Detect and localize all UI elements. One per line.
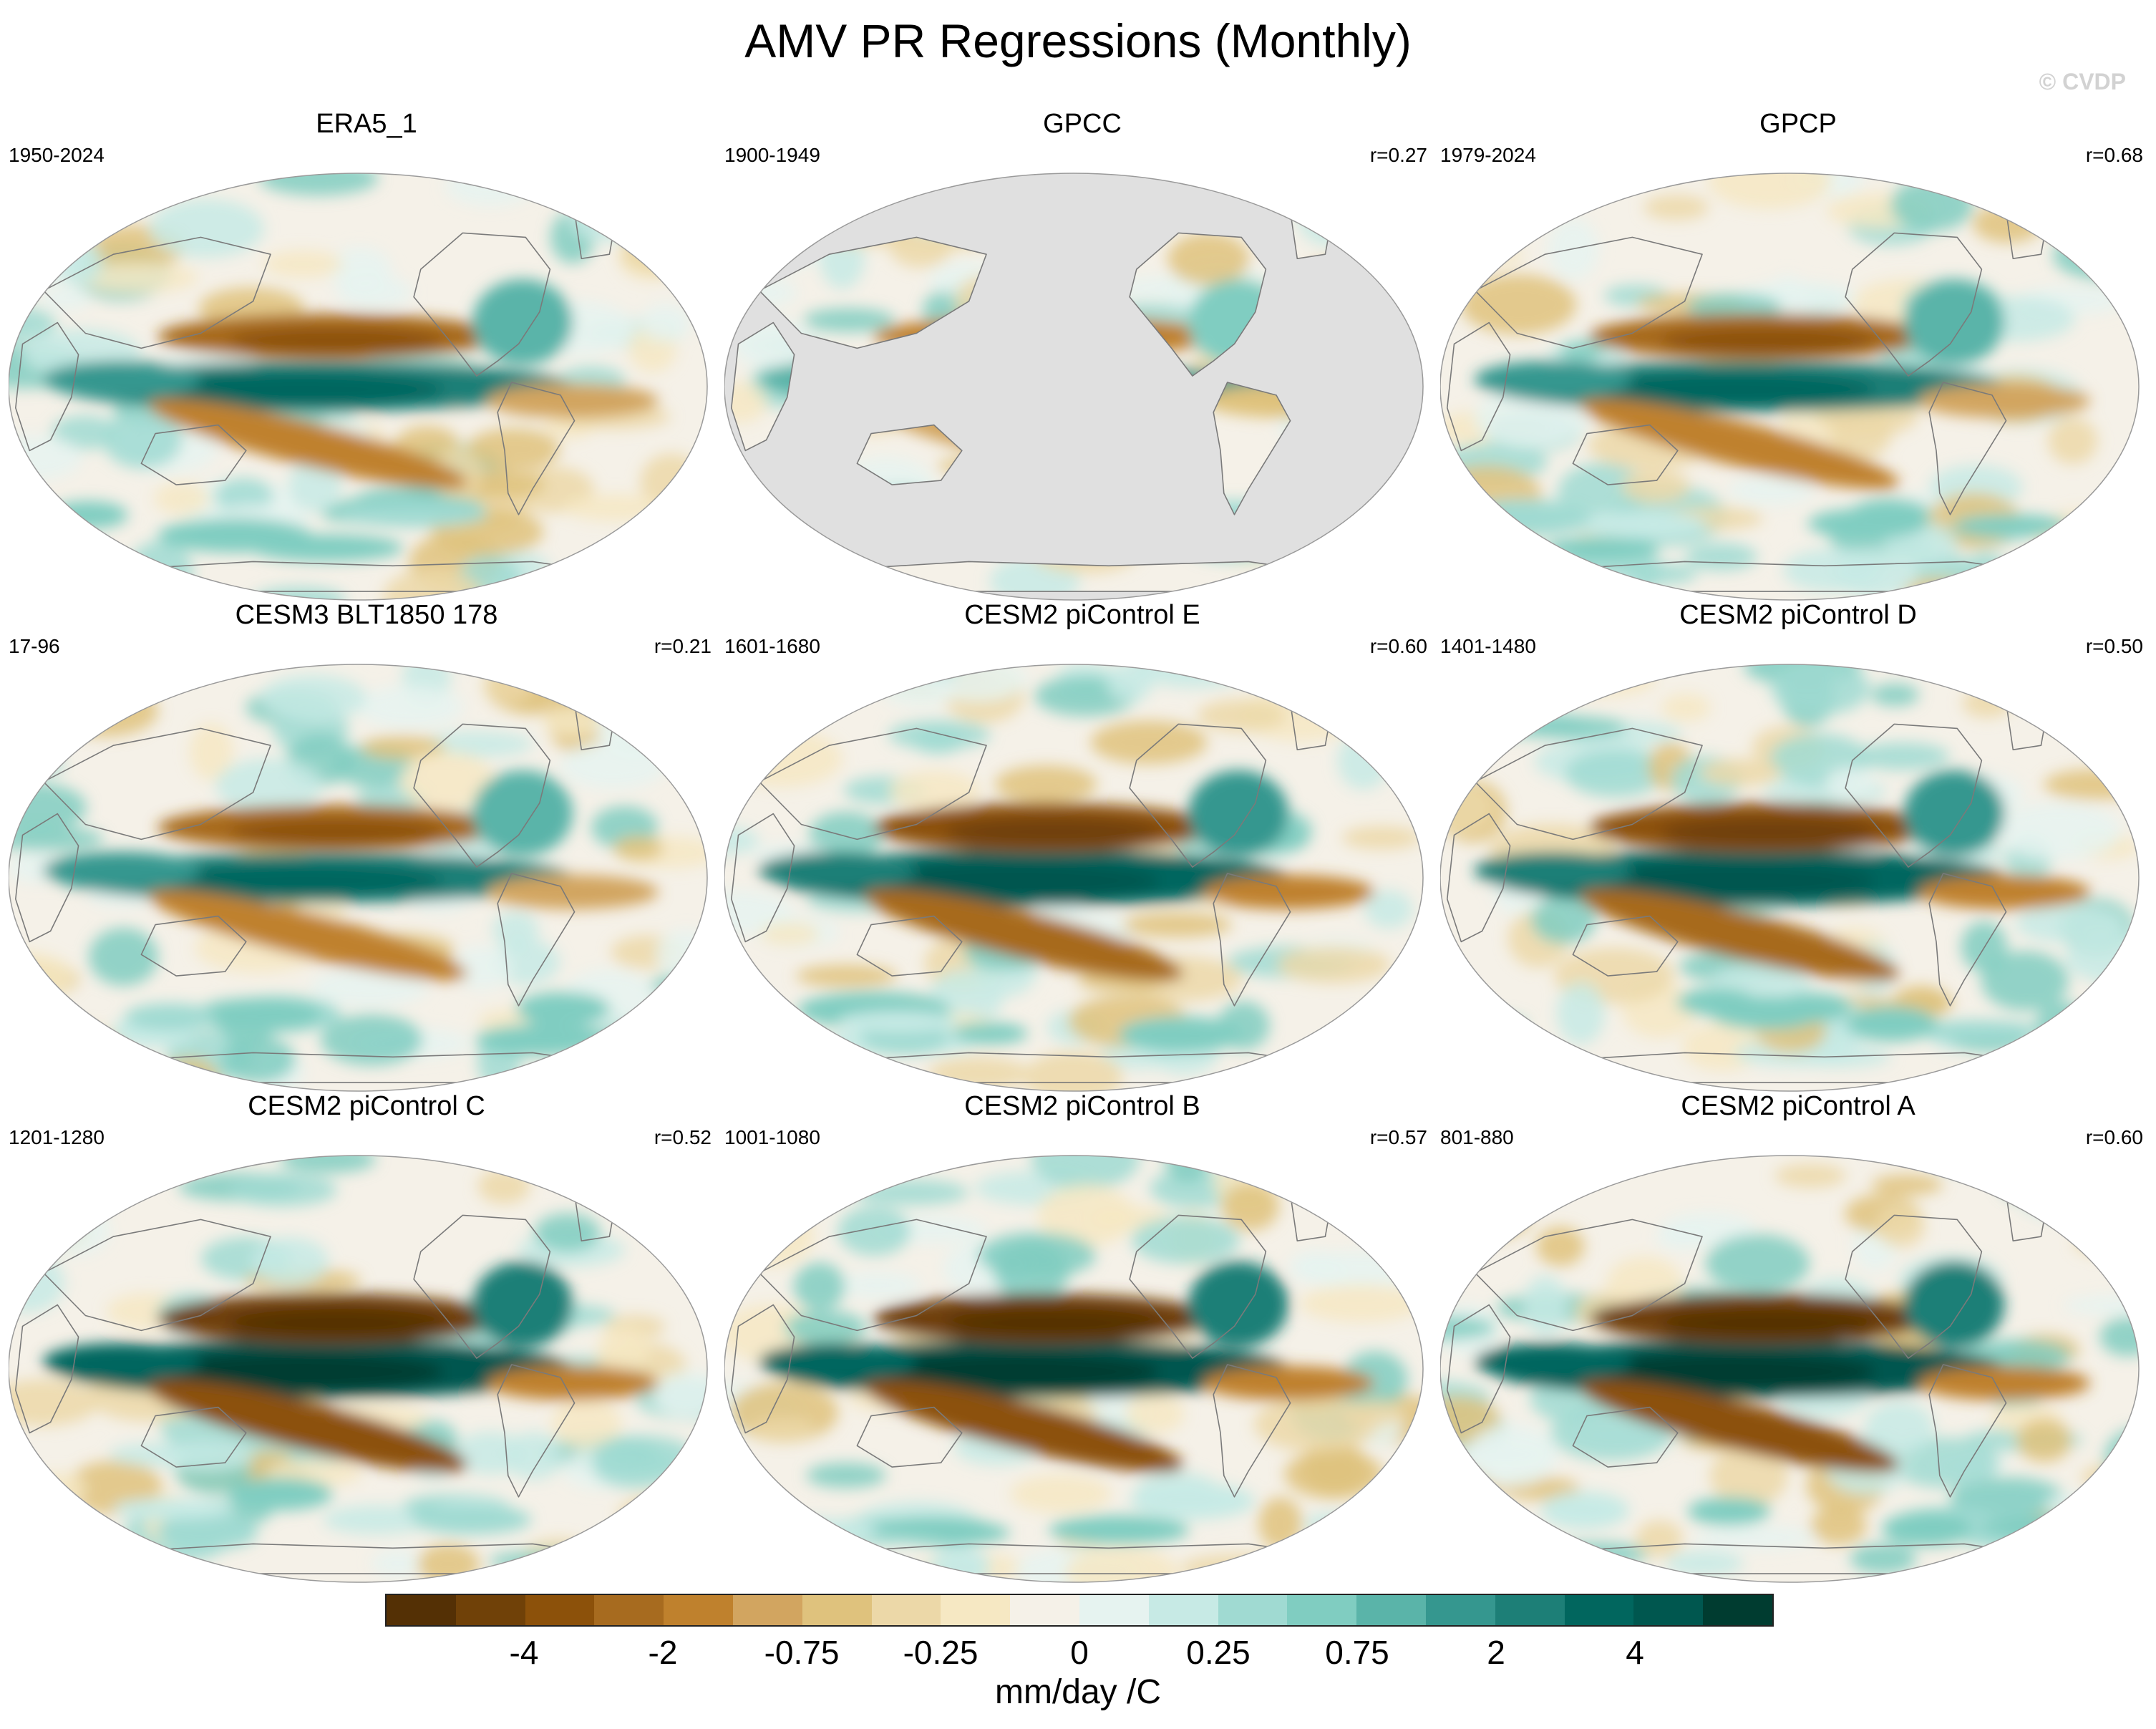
map-border [724,1155,1424,1583]
panel-correlation: r=0.50 [2085,635,2143,657]
map-field [724,1156,1423,1582]
panel-period: 1979-2024 [1440,144,1536,166]
map-panel: CESM2 piControl E 1601-1680 r=0.60 [724,599,1440,1092]
colorbar-tick-label: -2 [648,1634,678,1671]
map-panel: CESM3 BLT1850 178 17-96 r=0.21 [9,599,724,1092]
panel-period: 1201-1280 [9,1126,105,1148]
panel-period: 1900-1949 [724,144,820,166]
colorbar-swatch [1425,1595,1495,1625]
map-border [9,1155,708,1583]
map-border [9,664,708,1092]
panel-title: CESM2 piControl B [964,1091,1200,1121]
map-border [724,173,1424,601]
panel-title: CESM3 BLT1850 178 [235,600,498,630]
panel-correlation: r=0.68 [2085,144,2143,166]
colorbar-tick-label: -0.75 [764,1634,840,1671]
map-border [1440,1155,2140,1583]
colorbar-tick-label: 0 [1070,1634,1089,1671]
colorbar-tick-label: -4 [509,1634,539,1671]
map-border [1440,173,2140,601]
colorbar-swatch [1079,1595,1149,1625]
colorbar-swatch [802,1595,872,1625]
colorbar-swatch [1287,1595,1357,1625]
robinson-map [9,173,708,601]
map-panel: ERA5_1 1950-2024 [9,107,724,601]
panel-correlation: r=0.52 [654,1126,712,1148]
colorbar-swatch [941,1595,1011,1625]
panel-period: 801-880 [1440,1126,1514,1148]
map-field [1440,664,2139,1091]
colorbar-swatch [1356,1595,1426,1625]
colorbar-swatch [871,1595,941,1625]
panel-period: 17-96 [9,635,60,657]
robinson-map [1440,173,2140,601]
colorbar-tick-label: 4 [1626,1634,1644,1671]
colorbar-swatch [387,1595,456,1625]
colorbar-label: mm/day /C [994,1673,1162,1711]
map-field [1440,1156,2139,1582]
robinson-map [1440,1155,2140,1583]
panel-correlation: r=0.60 [2085,1126,2143,1148]
colorbar-swatch [525,1595,595,1625]
colorbar-swatch [732,1595,802,1625]
panel-title: ERA5_1 [316,109,417,139]
colorbar [385,1594,1774,1627]
robinson-map [1440,664,2140,1092]
colorbar-swatch [1703,1595,1772,1625]
robinson-map [724,173,1424,601]
colorbar-swatch [455,1595,525,1625]
map-field [1440,173,2139,600]
map-border [9,173,708,601]
panel-period: 1950-2024 [9,144,105,166]
panel-period: 1601-1680 [724,635,820,657]
coastlines [1447,210,2052,592]
panel-title: GPCP [1759,109,1837,139]
robinson-map [724,1155,1424,1583]
panel-correlation: r=0.60 [1369,635,1427,657]
colorbar-tick-label: -0.25 [903,1634,979,1671]
cvdp-watermark: © CVDP [2039,69,2126,95]
panel-correlation: r=0.57 [1369,1126,1427,1148]
colorbar-swatch [664,1595,733,1625]
map-field [9,173,707,600]
robinson-map [724,664,1424,1092]
map-border [1440,664,2140,1092]
colorbar-swatch [1564,1595,1634,1625]
map-panel: GPCP 1979-2024 r=0.68 [1440,107,2156,601]
colorbar-swatch [1010,1595,1079,1625]
colorbar-swatch [1148,1595,1218,1625]
map-field [9,1156,707,1582]
robinson-map [9,1155,708,1583]
colorbar-tick-label: 0.75 [1325,1634,1389,1671]
panel-title: CESM2 piControl E [964,600,1200,630]
panel-period: 1401-1480 [1440,635,1536,657]
panel-title: CESM2 piControl D [1679,600,1917,630]
colorbar-swatch [1633,1595,1704,1625]
map-field [724,173,1423,600]
map-field [9,664,707,1091]
map-panel: CESM2 piControl C 1201-1280 r=0.52 [9,1090,724,1583]
colorbar-swatch [1495,1595,1565,1625]
panel-correlation: r=0.27 [1369,144,1427,166]
map-panel: CESM2 piControl B 1001-1080 r=0.57 [724,1090,1440,1583]
map-panel: CESM2 piControl A 801-880 r=0.60 [1440,1090,2156,1583]
panel-period: 1001-1080 [724,1126,820,1148]
map-panel: CESM2 piControl D 1401-1480 r=0.50 [1440,599,2156,1092]
panel-title: GPCC [1043,109,1122,139]
colorbar-swatch [1218,1595,1288,1625]
panel-title: CESM2 piControl A [1681,1091,1915,1121]
colorbar-tick-label: 0.25 [1186,1634,1251,1671]
colorbar-swatch [594,1595,664,1625]
robinson-map [9,664,708,1092]
colorbar-tick-label: 2 [1487,1634,1505,1671]
panel-title: CESM2 piControl C [248,1091,485,1121]
map-panel: GPCC 1900-1949 r=0.27 [724,107,1440,601]
panel-correlation: r=0.21 [654,635,712,657]
map-field [724,664,1423,1091]
map-border [724,664,1424,1092]
figure-title: AMV PR Regressions (Monthly) [744,14,1412,67]
